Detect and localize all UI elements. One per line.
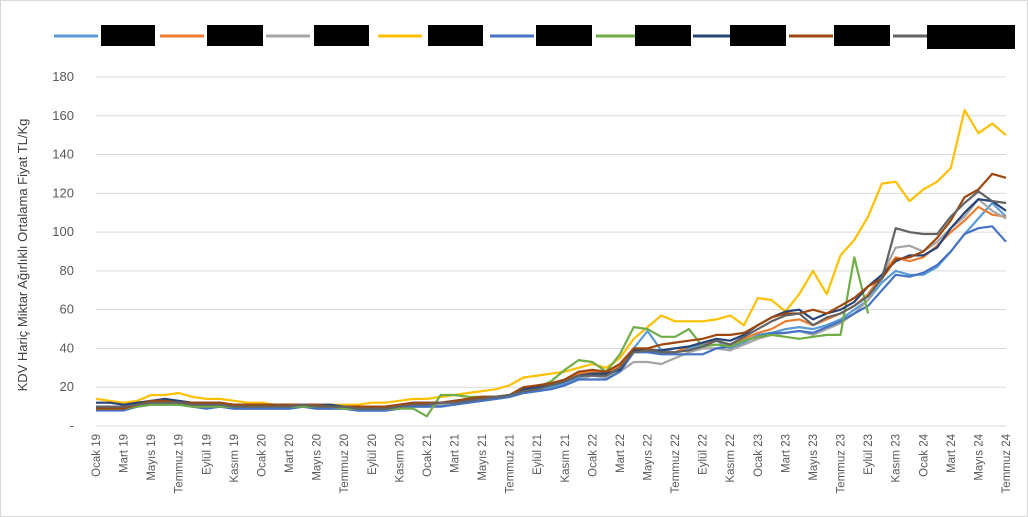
series-line-5 [96, 225, 1007, 412]
x-tick-label: Kasım 21 [560, 434, 572, 483]
legend-label-redacted [635, 25, 691, 46]
y-tick-label: 40 [60, 340, 74, 355]
x-tick-label: Mayıs 21 [477, 434, 489, 481]
legend-label-redacted [314, 25, 369, 46]
legend-label-redacted [730, 25, 786, 46]
x-tick-label: Ocak 24 [918, 433, 930, 476]
x-tick-label: Mart 21 [449, 434, 461, 473]
x-tick-label: Eylül 21 [532, 434, 544, 475]
legend [54, 25, 1015, 49]
x-tick-label: Mart 19 [119, 434, 131, 473]
y-tick-label: - [70, 418, 74, 433]
x-tick-label: Mayıs 20 [312, 434, 324, 481]
x-tick-label: Ocak 20 [256, 434, 268, 477]
y-axis-label: KDV Hariç Miktar Ağırlıklı Ortalama Fiya… [15, 119, 30, 392]
x-tick-label: Kasım 23 [891, 434, 903, 483]
x-axis-ticks: Ocak 19 Mart 19 Mayıs 19 Temmuz 19 Eylül 19 K… [91, 433, 1013, 493]
x-tick-label: Temmuz 20 [339, 434, 351, 493]
series-lines [95, 108, 1007, 418]
x-tick-label: Temmuz 19 [174, 434, 186, 493]
x-tick-label: Kasım 19 [229, 434, 241, 483]
x-tick-label: Mayıs 23 [808, 434, 820, 481]
x-tick-label: Ocak 23 [753, 434, 765, 477]
legend-label-redacted [101, 25, 155, 46]
x-tick-label: Kasım 22 [725, 434, 737, 483]
y-tick-label: 100 [52, 224, 74, 239]
x-tick-label: Mart 20 [284, 434, 296, 473]
y-tick-label: 140 [52, 147, 74, 162]
x-tick-label: Temmuz 22 [670, 434, 682, 493]
y-tick-label: 20 [60, 379, 74, 394]
x-tick-label: Mayıs 24 [973, 433, 985, 480]
x-tick-label: Ocak 22 [587, 434, 599, 477]
y-tick-label: 60 [60, 302, 74, 317]
series-line-4 [95, 108, 1007, 406]
y-tick-label: 120 [52, 185, 74, 200]
legend-label-redacted [428, 25, 483, 46]
x-tick-label: Temmuz 21 [505, 434, 517, 493]
x-tick-label: Mayıs 22 [643, 434, 655, 481]
x-tick-label: Mayıs 19 [146, 434, 158, 481]
y-tick-label: 160 [52, 108, 74, 123]
x-tick-label: Ocak 21 [422, 434, 434, 477]
x-tick-label: Eylül 23 [863, 434, 875, 475]
x-tick-label: Eylül 20 [367, 434, 379, 475]
x-tick-label: Ocak 19 [91, 434, 103, 477]
series-line-9 [96, 190, 1007, 410]
y-tick-label: 180 [52, 69, 74, 84]
x-tick-label: Kasım 20 [394, 434, 406, 483]
x-tick-label: Mart 24 [946, 433, 958, 473]
legend-label-redacted [927, 25, 1015, 49]
x-tick-label: Mart 23 [780, 434, 792, 473]
y-tick-label: 80 [60, 263, 74, 278]
y-axis-ticks: - 20 40 60 80 100 120 140 160 180 [52, 69, 74, 433]
x-tick-label: Eylül 19 [201, 434, 213, 475]
series-line-8 [96, 172, 1007, 410]
legend-label-redacted [834, 25, 890, 46]
x-tick-label: Mart 22 [615, 434, 627, 473]
legend-label-redacted [207, 25, 263, 46]
x-tick-label: Eylül 22 [698, 434, 710, 475]
x-tick-label: Temmuz 24 [1001, 433, 1013, 493]
x-tick-label: Temmuz 23 [836, 434, 848, 493]
legend-label-redacted [536, 25, 592, 46]
